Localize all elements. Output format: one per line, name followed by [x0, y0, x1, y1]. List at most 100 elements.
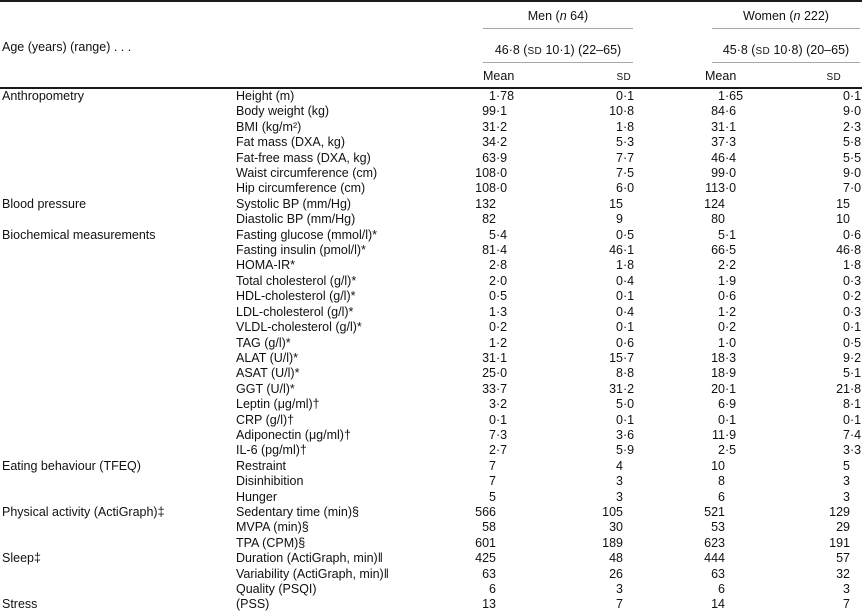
category-label	[0, 243, 236, 258]
men-age-pre: 46·8 (	[494, 43, 528, 57]
men-mean-value: 34·2	[482, 135, 508, 150]
spacer-cell	[0, 63, 236, 89]
men-mean-value: 3·2	[489, 397, 508, 412]
variable-label: TPA (CPM)§	[236, 535, 306, 550]
men-sd-value: 0·6	[616, 335, 635, 350]
men-age-post: 10·1) (22–65)	[541, 43, 622, 57]
table-row: Sleep‡ Duration (ActiGraph, min)‖ 425 48 444…	[0, 551, 862, 566]
stat-header-row: Mean SD Mean SD	[0, 63, 862, 89]
women-mean-value: 63	[711, 566, 725, 581]
table-row: Disinhibition 7 3 8 3	[0, 474, 862, 489]
women-group-title-post: 222)	[800, 9, 829, 23]
variable-label: Systolic BP (mm/Hg)	[236, 196, 352, 211]
category-label: Physical activity (ActiGraph)‡	[2, 504, 165, 519]
women-mean-value: 20·1	[711, 381, 737, 396]
women-sd-value: 0·3	[843, 304, 862, 319]
men-sd-value: 0·1	[616, 289, 635, 304]
women-mean-value: 46·4	[711, 150, 737, 165]
men-sd-value: 3	[616, 489, 623, 504]
variable-label: Duration (ActiGraph, min)‖	[236, 551, 383, 566]
women-mean-value: 1·0	[718, 335, 737, 350]
variable-label: TAG (g/l)*	[236, 335, 291, 350]
category-label	[0, 413, 236, 428]
women-mean-value: 6·9	[718, 397, 737, 412]
men-mean-value: 63	[482, 566, 496, 581]
variable-label: Fat mass (DXA, kg)	[236, 135, 346, 150]
men-mean-value: 1·3	[489, 304, 508, 319]
table-row: GGT (U/l)* 33·7 31·2 20·1 21·8	[0, 382, 862, 397]
table-row: Fat mass (DXA, kg) 34·2 5·3 37·3 5·8	[0, 135, 862, 150]
variable-label: Fasting glucose (mmol/l)*	[236, 227, 378, 242]
women-mean-value: 113·0	[705, 181, 737, 196]
category-label	[0, 181, 236, 196]
category-label	[0, 397, 236, 412]
variable-label: HDL-cholesterol (g/l)*	[236, 289, 356, 304]
women-mean-value: 11·9	[712, 427, 737, 442]
table-row: Hip circumference (cm) 108·0 6·0 113·0 7·0	[0, 181, 862, 196]
women-sd-value: 21·8	[836, 381, 862, 396]
women-group-title-pre: Women (	[743, 9, 794, 23]
men-mean-value: 0·2	[489, 320, 508, 335]
table-row: VLDL-cholesterol (g/l)* 0·2 0·1 0·2 0·1	[0, 320, 862, 335]
variable-label: ASAT (U/l)*	[236, 366, 300, 381]
women-mean-value: 6	[718, 489, 725, 504]
men-mean-value: 2·0	[489, 273, 508, 288]
women-mean-value: 53	[711, 520, 725, 535]
men-sd-value: 3·6	[616, 427, 635, 442]
table-row: Fasting insulin (pmol/l)* 81·4 46·1 66·5 46·…	[0, 243, 862, 258]
variable-label: ALAT (U/l)*	[236, 350, 299, 365]
table-row: Stress (PSS) 13 7 14 7	[0, 597, 862, 613]
women-mean-value: 14	[711, 597, 725, 612]
table-row: LDL-cholesterol (g/l)* 1·3 0·4 1·2 0·3	[0, 305, 862, 320]
category-label: Anthropometry	[2, 89, 84, 103]
men-sd-value: 0·1	[616, 89, 635, 103]
category-label	[0, 443, 236, 458]
men-mean-value: 33·7	[482, 381, 508, 396]
spacer-cell	[236, 63, 460, 89]
table-row: HDL-cholesterol (g/l)* 0·5 0·1 0·6 0·2	[0, 289, 862, 304]
men-age-sd-label: SD	[527, 46, 542, 57]
variable-label: Hip circumference (cm)	[236, 181, 366, 196]
men-sd-value: 9	[616, 212, 623, 227]
men-group-title-pre: Men (	[527, 9, 560, 23]
women-mean-column-header: Mean	[637, 63, 739, 89]
men-sd-value: 5·9	[616, 443, 635, 458]
variable-label: Leptin (μg/ml)†	[236, 397, 320, 412]
women-age-post: 10·8) (20–65)	[769, 43, 850, 57]
men-mean-value: 81·4	[482, 243, 508, 258]
age-header-row: Age (years) (range) . . . 46·8 (SD 10·1)…	[0, 29, 862, 63]
women-sd-value: 0·1	[843, 320, 862, 335]
men-sd-value: 1·8	[616, 258, 635, 273]
men-mean-value: 5	[489, 489, 496, 504]
women-sd-value: 57	[836, 551, 850, 566]
variable-label: Total cholesterol (g/l)*	[236, 273, 357, 288]
variable-label: Height (m)	[236, 89, 295, 103]
table-row: TAG (g/l)* 1·2 0·6 1·0 0·5	[0, 336, 862, 351]
variable-label: VLDL-cholesterol (g/l)*	[236, 320, 362, 335]
variable-label: IL-6 (pg/ml)†	[236, 443, 307, 458]
category-label: Blood pressure	[2, 196, 87, 211]
women-sd-value: 3	[843, 474, 850, 489]
men-mean-value: 7·3	[489, 427, 508, 442]
women-mean-value: 1·65	[718, 89, 744, 103]
category-label	[0, 336, 236, 351]
men-sd-value: 3	[616, 474, 623, 489]
men-sd-value: 105	[602, 504, 623, 519]
women-sd-value: 5·8	[843, 135, 862, 150]
table-row: Blood pressure Systolic BP (mm/Hg) 132 15 12…	[0, 197, 862, 212]
women-mean-value: 444	[704, 551, 725, 566]
table-row: ASAT (U/l)* 25·0 8·8 18·9 5·1	[0, 366, 862, 381]
men-group-title-post: 64)	[566, 9, 589, 23]
variable-label: Disinhibition	[236, 474, 304, 489]
men-sd-value: 3	[616, 582, 623, 596]
women-sd-column-header: SD	[739, 63, 862, 89]
category-label	[0, 536, 236, 551]
men-mean-value: 82	[482, 212, 496, 227]
women-mean-value: 2·5	[718, 443, 737, 458]
men-mean-value: 1·2	[489, 335, 508, 350]
category-label	[0, 351, 236, 366]
category-label	[0, 428, 236, 443]
men-sd-value: 0·1	[616, 320, 635, 335]
men-sd-value: 5·3	[616, 135, 635, 150]
